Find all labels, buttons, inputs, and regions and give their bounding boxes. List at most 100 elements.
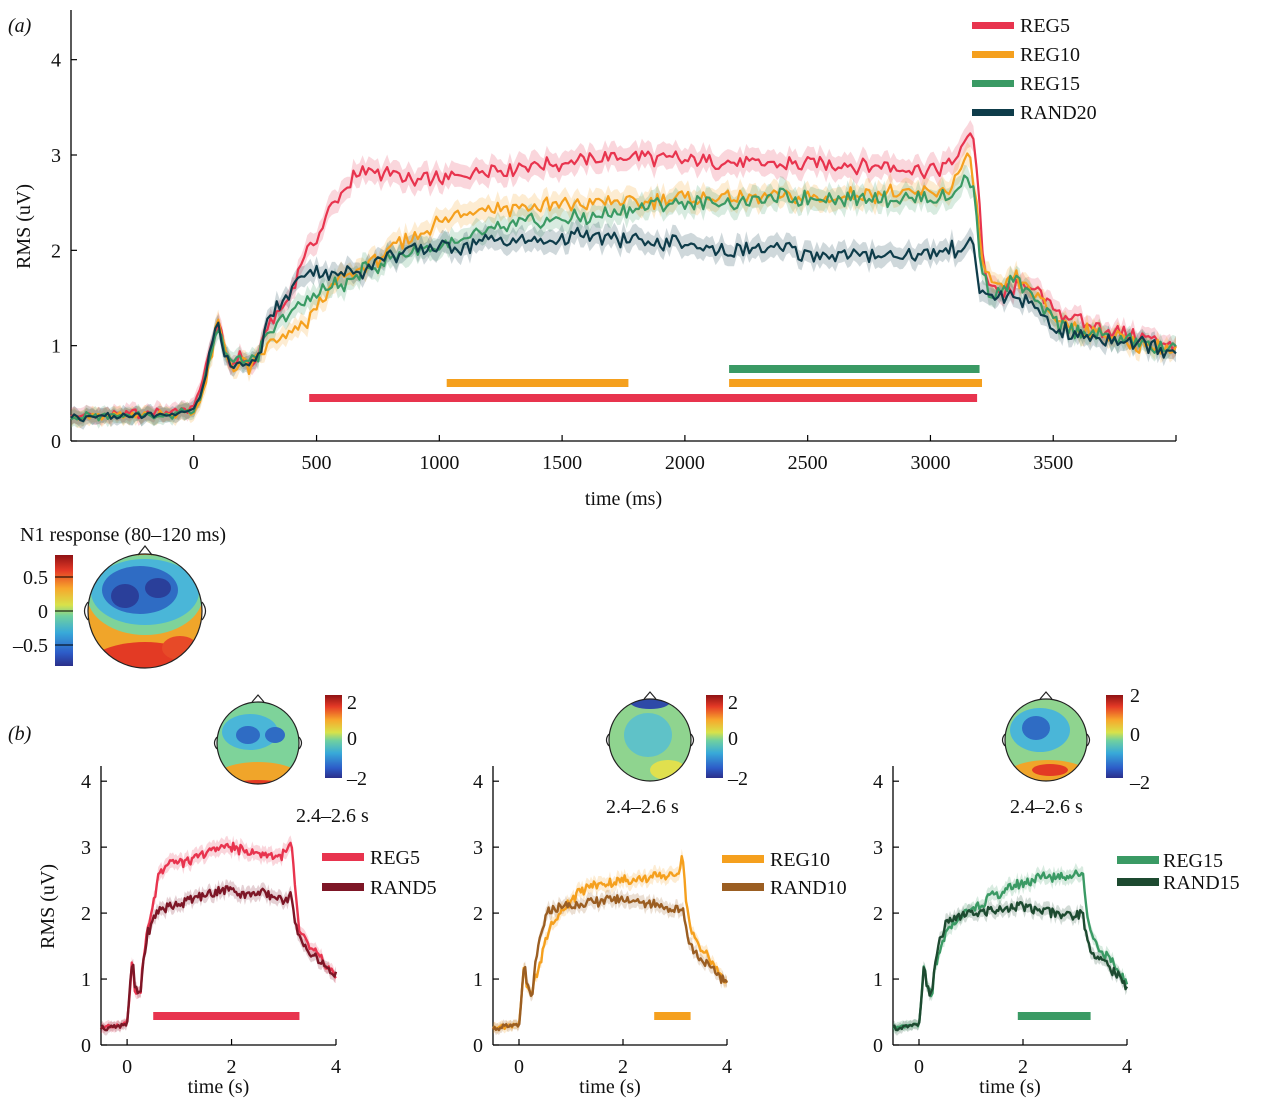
series-line-rand20 — [70, 226, 1177, 423]
x-tick-label: 0 — [914, 1056, 924, 1078]
x-axis-label: time (ms) — [585, 488, 662, 510]
legend-label-reg10: REG10 — [1020, 44, 1080, 66]
x-tick-label: 0 — [189, 452, 199, 474]
legend-label-reg15: REG15 — [1163, 850, 1223, 872]
significance-bar-reg5 — [309, 394, 978, 402]
series-line-rand5 — [99, 885, 338, 1032]
significance-bar-reg15 — [1017, 1012, 1091, 1020]
x-tick-label: 2000 — [665, 452, 705, 474]
legend-swatch-reg5 — [322, 853, 364, 861]
legend-swatch-rand10 — [722, 883, 764, 891]
legend-label-reg15: REG15 — [1020, 73, 1080, 95]
series-line-reg15 — [70, 174, 1177, 422]
x-tick-label: 2 — [1018, 1056, 1028, 1078]
y-tick-label: 0 — [51, 431, 61, 453]
colorbar-tick-label: 0 — [728, 728, 738, 750]
y-tick-label: 1 — [873, 969, 883, 991]
series-line-rand15 — [892, 901, 1129, 1032]
y-tick-label: 3 — [873, 837, 883, 859]
y-tick-label: 4 — [873, 771, 883, 793]
x-tick-label: 1000 — [419, 452, 459, 474]
colorbar-tick-label: 0 — [1130, 724, 1140, 746]
colorbar-tick-label: –0.5 — [12, 635, 48, 657]
y-axis-label: RMS (uV) — [37, 864, 59, 949]
x-tick-label: 0 — [122, 1056, 132, 1078]
colorbar-tick-label: 2 — [1130, 685, 1140, 707]
series-line-rand10 — [491, 894, 729, 1032]
y-tick-label: 0 — [81, 1035, 91, 1057]
y-tick-label: 4 — [51, 50, 61, 72]
colorbar-gradient — [1106, 695, 1123, 778]
legend-swatch-reg10 — [972, 51, 1014, 58]
y-tick-label: 1 — [51, 336, 61, 358]
panel-b3-legend: REG15 RAND15 — [1117, 850, 1240, 894]
y-tick-label: 3 — [81, 837, 91, 859]
legend-label-reg10: REG10 — [770, 849, 830, 871]
panel-b-plot-reg5: 0 1 2 3 4 0 2 4 time (s) RMS (uV) — [37, 766, 341, 1098]
y-tick-label: 3 — [51, 145, 61, 167]
y-tick-label: 0 — [473, 1035, 483, 1057]
colorbar-gradient — [706, 695, 723, 778]
legend-label-rand15: RAND15 — [1163, 872, 1240, 894]
legend-swatch-rand15 — [1117, 878, 1159, 886]
x-axis-label: time (s) — [579, 1076, 641, 1098]
colorbar-tick-label: 0 — [38, 601, 48, 623]
legend-swatch-reg15 — [972, 80, 1014, 87]
topo-n1-colorbar: 0.5 0 –0.5 — [12, 555, 73, 666]
y-tick-label: 4 — [81, 771, 91, 793]
confidence-band-rand20 — [71, 217, 1176, 430]
colorbar-tick-label: –2 — [727, 768, 748, 790]
significance-bar-reg15 — [729, 365, 980, 373]
x-tick-label: 0 — [514, 1056, 524, 1078]
time-window-label: 2.4–2.6 s — [296, 805, 369, 827]
confidence-band-reg10 — [493, 848, 727, 1034]
y-axis-label: RMS (uV) — [13, 184, 35, 269]
topo-b3 — [1001, 691, 1091, 782]
topo-b2 — [605, 691, 695, 782]
x-axis-label: time (s) — [979, 1076, 1041, 1098]
colorbar-tick-label: –2 — [346, 768, 367, 790]
y-tick-label: 2 — [873, 903, 883, 925]
colorbar-tick-label: 2 — [347, 692, 357, 714]
significance-bar-reg10 — [654, 1012, 691, 1020]
confidence-band-reg15 — [71, 164, 1176, 429]
colorbar-gradient — [325, 695, 342, 778]
x-tick-label: 1500 — [542, 452, 582, 474]
x-tick-label: 4 — [331, 1056, 341, 1078]
legend-label-reg5: REG5 — [1020, 15, 1070, 37]
x-tick-label: 500 — [302, 452, 332, 474]
legend-label-reg5: REG5 — [370, 847, 420, 869]
confidence-band-rand15 — [893, 895, 1127, 1036]
colorbar-tick-label: –2 — [1129, 772, 1150, 794]
confidence-band-reg5 — [71, 120, 1176, 426]
panel-a-legend: REG5 REG10 REG15 RAND20 — [972, 15, 1097, 124]
panel-b-label: (b) — [8, 723, 32, 745]
x-tick-label: 3500 — [1033, 452, 1073, 474]
topo-b1-colorbar: 2 0 –2 — [325, 692, 367, 790]
significance-bar-reg10 — [729, 379, 983, 387]
legend-label-rand20: RAND20 — [1020, 102, 1097, 124]
legend-swatch-reg5 — [972, 22, 1014, 29]
panel-b-plot-reg15: 0 1 2 3 4 0 2 4 time (s) — [873, 766, 1132, 1098]
panel-b-plot-reg10: 0 1 2 3 4 0 2 4 time (s) — [473, 766, 732, 1098]
legend-swatch-rand5 — [322, 883, 364, 891]
colorbar-tick-label: 0.5 — [23, 567, 48, 589]
time-window-label: 2.4–2.6 s — [1010, 796, 1083, 818]
confidence-band-rand5 — [101, 879, 336, 1036]
topo-b1 — [213, 694, 303, 785]
panel-b2-legend: REG10 RAND10 — [722, 849, 847, 899]
confidence-band-reg10 — [71, 141, 1176, 429]
confidence-band-rand10 — [493, 888, 727, 1036]
topo-b3-colorbar: 2 0 –2 — [1106, 685, 1150, 794]
legend-swatch-reg15 — [1117, 856, 1159, 864]
y-tick-label: 1 — [81, 969, 91, 991]
legend-swatch-rand20 — [972, 109, 1014, 116]
series-line-reg15 — [892, 869, 1129, 1030]
y-tick-label: 0 — [873, 1035, 883, 1057]
colorbar-tick-label: 2 — [728, 692, 738, 714]
y-tick-label: 4 — [473, 771, 483, 793]
topo-b2-colorbar: 2 0 –2 — [706, 692, 748, 790]
legend-swatch-reg10 — [722, 855, 764, 863]
colorbar-tick-label: 0 — [347, 728, 357, 750]
panel-a-plot: 0 1 2 3 4 0 500 1000 1500 2000 2500 3000 3500 time (m… — [13, 10, 1177, 510]
